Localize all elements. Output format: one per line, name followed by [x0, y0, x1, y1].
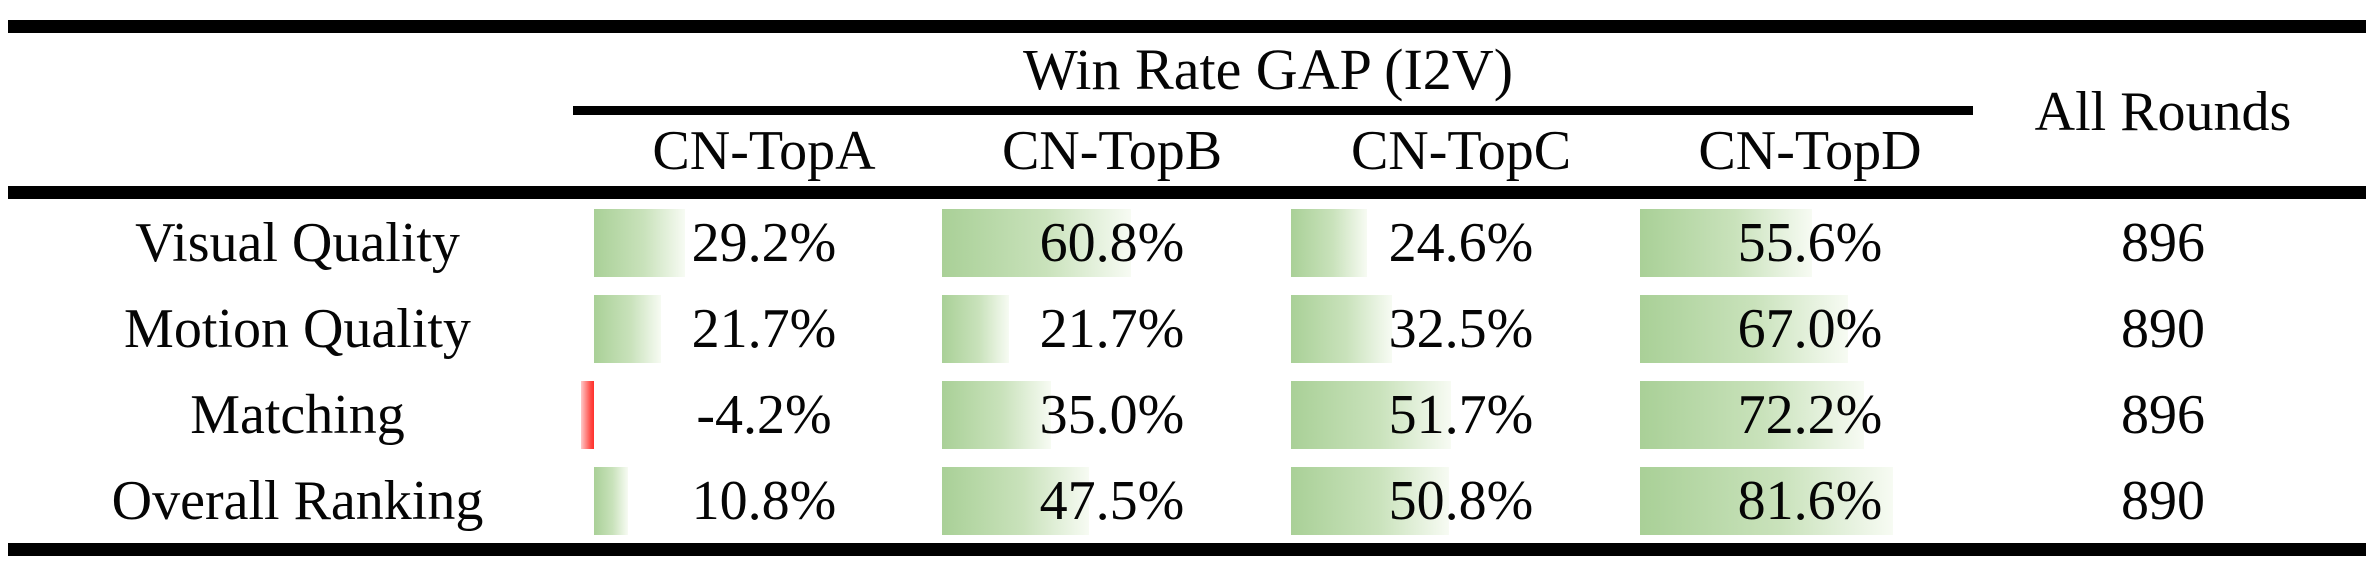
- cell-value: -4.2%: [696, 384, 832, 446]
- value-cell: -4.2%: [581, 372, 938, 458]
- cell-value: 21.7%: [691, 298, 837, 360]
- cell-value: 51.7%: [1388, 384, 1534, 446]
- row-label: Overall Ranking: [111, 470, 484, 532]
- positive-data-bar: [594, 295, 662, 363]
- value-cell: 29.2%: [590, 200, 938, 286]
- cell-value: 67.0%: [1737, 298, 1883, 360]
- value-cell: 67.0%: [1636, 286, 1984, 372]
- group-header-win-rate-gap: Win Rate GAP (I2V): [1022, 37, 1514, 102]
- cell-value: 60.8%: [1039, 212, 1185, 274]
- all-rounds-value: 896: [2121, 384, 2205, 446]
- cell-value: 10.8%: [691, 470, 837, 532]
- all-rounds-value: 890: [2121, 298, 2205, 360]
- table-row: Visual Quality 29.2% 60.8% 24.6% 55.6% 896: [0, 200, 2374, 286]
- cell-value: 32.5%: [1388, 298, 1534, 360]
- positive-data-bar: [1291, 209, 1368, 277]
- value-cell: 51.7%: [1287, 372, 1635, 458]
- table-bottom-rule: [8, 543, 2366, 556]
- positive-data-bar: [594, 209, 685, 277]
- value-cell: 60.8%: [938, 200, 1286, 286]
- cell-value: 21.7%: [1039, 298, 1185, 360]
- table-row: Matching -4.2% 35.0% 51.7% 72.2% 896: [0, 372, 2374, 458]
- positive-data-bar: [942, 467, 1090, 535]
- column-header-cn-topb: CN-TopB: [1001, 120, 1223, 182]
- cell-value: 72.2%: [1737, 384, 1883, 446]
- column-header-row: CN-TopA CN-TopB CN-TopC CN-TopD: [0, 116, 2374, 186]
- value-cell: 55.6%: [1636, 200, 1984, 286]
- value-cell: 24.6%: [1287, 200, 1635, 286]
- cell-value: 24.6%: [1388, 212, 1534, 274]
- cell-value: 55.6%: [1737, 212, 1883, 274]
- positive-data-bar: [1640, 209, 1813, 277]
- negative-data-bar: [581, 381, 594, 449]
- group-header-underline-rule: [573, 106, 1973, 115]
- positive-data-bar: [594, 467, 628, 535]
- value-cell: 72.2%: [1636, 372, 1984, 458]
- cell-value: 35.0%: [1039, 384, 1185, 446]
- positive-data-bar: [1640, 467, 1893, 535]
- positive-data-bar: [1291, 381, 1452, 449]
- table-row: Motion Quality 21.7% 21.7% 32.5% 67.0% 890: [0, 286, 2374, 372]
- value-cell: 47.5%: [938, 458, 1286, 544]
- cell-value: 50.8%: [1388, 470, 1534, 532]
- value-cell: 35.0%: [938, 372, 1286, 458]
- column-header-cn-topd: CN-TopD: [1698, 120, 1922, 182]
- cell-value: 81.6%: [1737, 470, 1883, 532]
- table-top-rule: [8, 20, 2366, 33]
- row-label: Visual Quality: [135, 212, 460, 274]
- positive-data-bar: [1640, 295, 1848, 363]
- column-header-cn-topa: CN-TopA: [652, 120, 876, 182]
- value-cell: 21.7%: [938, 286, 1286, 372]
- positive-data-bar: [942, 209, 1131, 277]
- positive-data-bar: [942, 381, 1051, 449]
- value-cell: 81.6%: [1636, 458, 1984, 544]
- row-label: Motion Quality: [124, 298, 471, 360]
- value-cell: 50.8%: [1287, 458, 1635, 544]
- positive-data-bar: [942, 295, 1010, 363]
- all-rounds-value: 896: [2121, 212, 2205, 274]
- cell-value: 29.2%: [691, 212, 837, 274]
- header-separator-rule: [8, 186, 2366, 199]
- value-cell: 21.7%: [590, 286, 938, 372]
- positive-data-bar: [1640, 381, 1864, 449]
- column-header-cn-topc: CN-TopC: [1350, 120, 1572, 182]
- column-header-all-rounds: All Rounds: [2034, 81, 2292, 143]
- cell-value: 47.5%: [1039, 470, 1185, 532]
- value-cell: 32.5%: [1287, 286, 1635, 372]
- all-rounds-value: 890: [2121, 470, 2205, 532]
- table-row: Overall Ranking 10.8% 47.5% 50.8% 81.6% 890: [0, 458, 2374, 544]
- positive-data-bar: [1291, 295, 1392, 363]
- row-label: Matching: [190, 384, 405, 446]
- positive-data-bar: [1291, 467, 1449, 535]
- value-cell: 10.8%: [590, 458, 938, 544]
